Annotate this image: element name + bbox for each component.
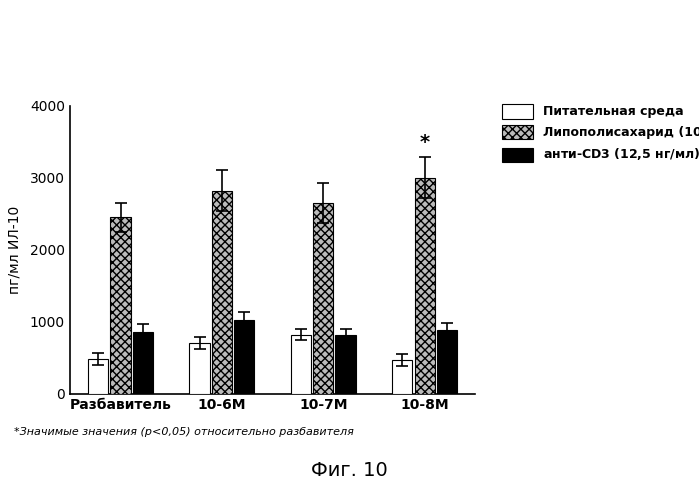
- Bar: [133, 332, 153, 394]
- Y-axis label: пг/мл ИЛ-10: пг/мл ИЛ-10: [8, 205, 22, 294]
- Bar: [88, 359, 108, 394]
- Bar: [437, 330, 457, 394]
- Bar: [291, 335, 311, 394]
- Bar: [110, 217, 131, 394]
- Bar: [212, 191, 232, 394]
- Bar: [234, 320, 254, 394]
- Bar: [415, 178, 435, 394]
- Bar: [336, 335, 356, 394]
- Bar: [392, 360, 412, 394]
- Legend: Питательная среда, Липополисахарид (10 мкг/мл), анти-CD3 (12,5 нг/мл) + анти-CD2: Питательная среда, Липополисахарид (10 м…: [498, 100, 699, 168]
- Bar: [313, 203, 333, 394]
- Bar: [189, 343, 210, 394]
- Text: Фиг. 10: Фиг. 10: [311, 461, 388, 480]
- Text: *Значимые значения (p<0,05) относительно разбавителя: *Значимые значения (p<0,05) относительно…: [14, 427, 354, 437]
- Text: *: *: [419, 132, 430, 152]
